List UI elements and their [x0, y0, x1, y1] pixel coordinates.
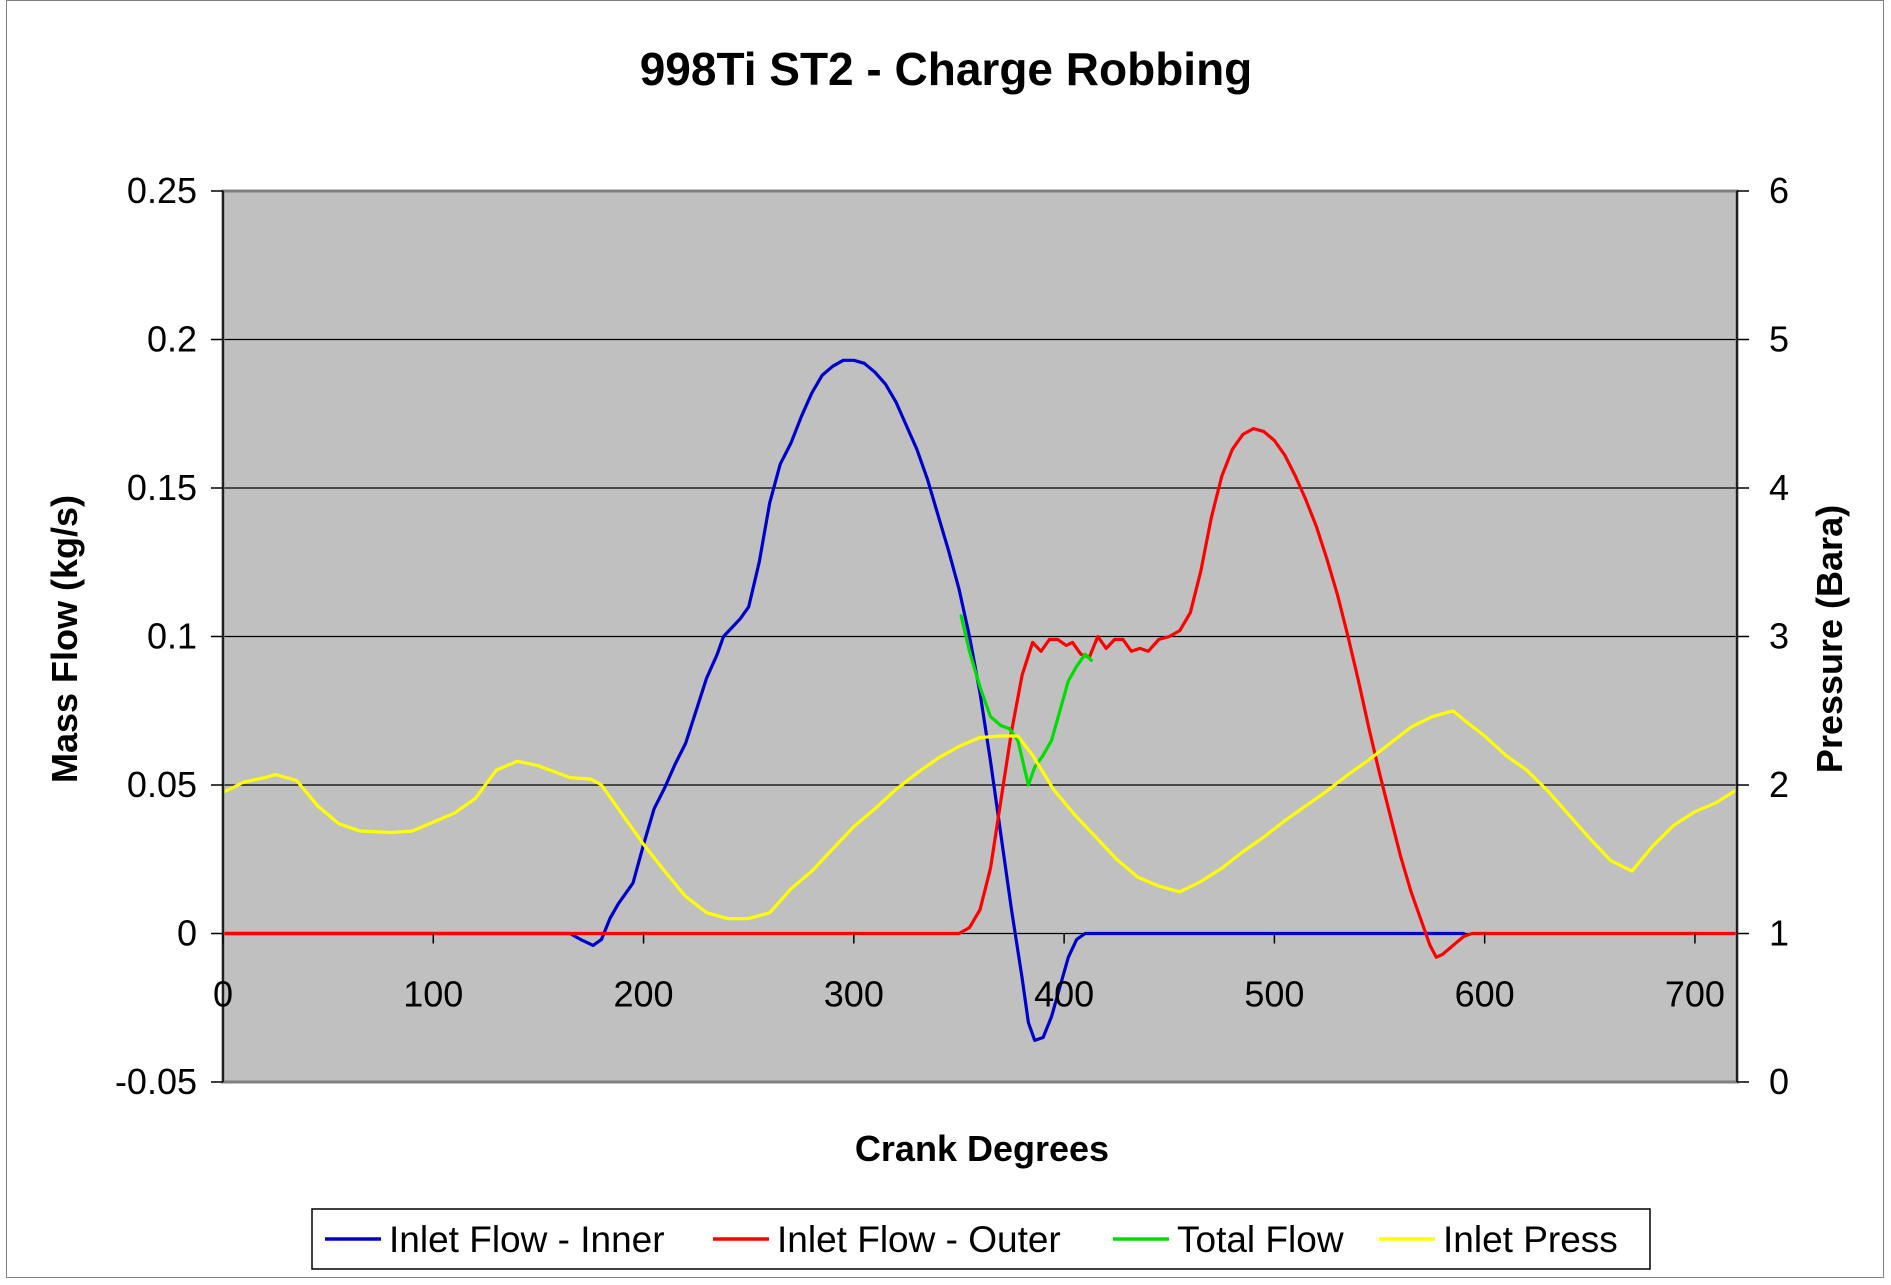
series-layer	[221, 358, 1739, 1042]
x-tick-label-4: 400	[1034, 974, 1094, 1015]
x-tick-label-5: 500	[1244, 974, 1304, 1015]
series-line-1	[221, 427, 1739, 959]
x-tick-label-3: 300	[824, 974, 884, 1015]
series-line-0	[221, 358, 1466, 1042]
left-tick-label-1: 0	[177, 913, 197, 954]
right-tick-label-4: 4	[1769, 467, 1789, 508]
left-tick-label-5: 0.2	[147, 319, 197, 360]
right-tick-label-1: 1	[1769, 913, 1789, 954]
chart-canvas: 998Ti ST2 - Charge Robbing -0.05 0 0.05 0.1…	[44, 43, 1850, 1270]
x-tick-label-2: 200	[614, 974, 674, 1015]
x-tick-label-0: 0	[213, 974, 233, 1015]
right-axis-ticks: 0 1 2 3 4 5 6	[1737, 170, 1789, 1102]
right-tick-label-2: 2	[1769, 764, 1789, 805]
y2-axis-title: Pressure (Bara)	[1809, 505, 1850, 773]
right-tick-label-3: 3	[1769, 616, 1789, 657]
x-axis-title: Crank Degrees	[855, 1128, 1109, 1169]
right-tick-label-6: 6	[1769, 170, 1789, 211]
left-axis-ticks: -0.05 0 0.05 0.1 0.15 0.2 0.25	[115, 170, 223, 1102]
series-line-2	[959, 614, 1093, 787]
right-tick-label-0: 0	[1769, 1061, 1789, 1102]
legend-label-0: Inlet Flow - Inner	[389, 1219, 665, 1260]
x-tick-label-7: 700	[1665, 974, 1725, 1015]
x-tick-label-1: 100	[403, 974, 463, 1015]
x-tick-label-6: 600	[1455, 974, 1515, 1015]
right-tick-label-5: 5	[1769, 319, 1789, 360]
legend-label-3: Inlet Press	[1443, 1219, 1618, 1260]
chart-title: 998Ti ST2 - Charge Robbing	[640, 43, 1253, 95]
legend-label-1: Inlet Flow - Outer	[777, 1219, 1061, 1260]
chart-frame: 998Ti ST2 - Charge Robbing -0.05 0 0.05 0.1…	[6, 0, 1884, 1278]
legend-label-2: Total Flow	[1177, 1219, 1344, 1260]
x-axis-ticks: 0 100 200 300 400 500 600 700	[213, 933, 1725, 1015]
left-tick-label-4: 0.15	[127, 467, 197, 508]
left-tick-label-3: 0.1	[147, 616, 197, 657]
left-tick-label-2: 0.05	[127, 764, 197, 805]
left-tick-label-0: -0.05	[115, 1061, 197, 1102]
series-line-3	[221, 709, 1739, 921]
legend: Inlet Flow - Inner Inlet Flow - Outer Tota…	[311, 1208, 1651, 1270]
left-tick-label-6: 0.25	[127, 170, 197, 211]
y-axis-title: Mass Flow (kg/s)	[44, 495, 85, 783]
